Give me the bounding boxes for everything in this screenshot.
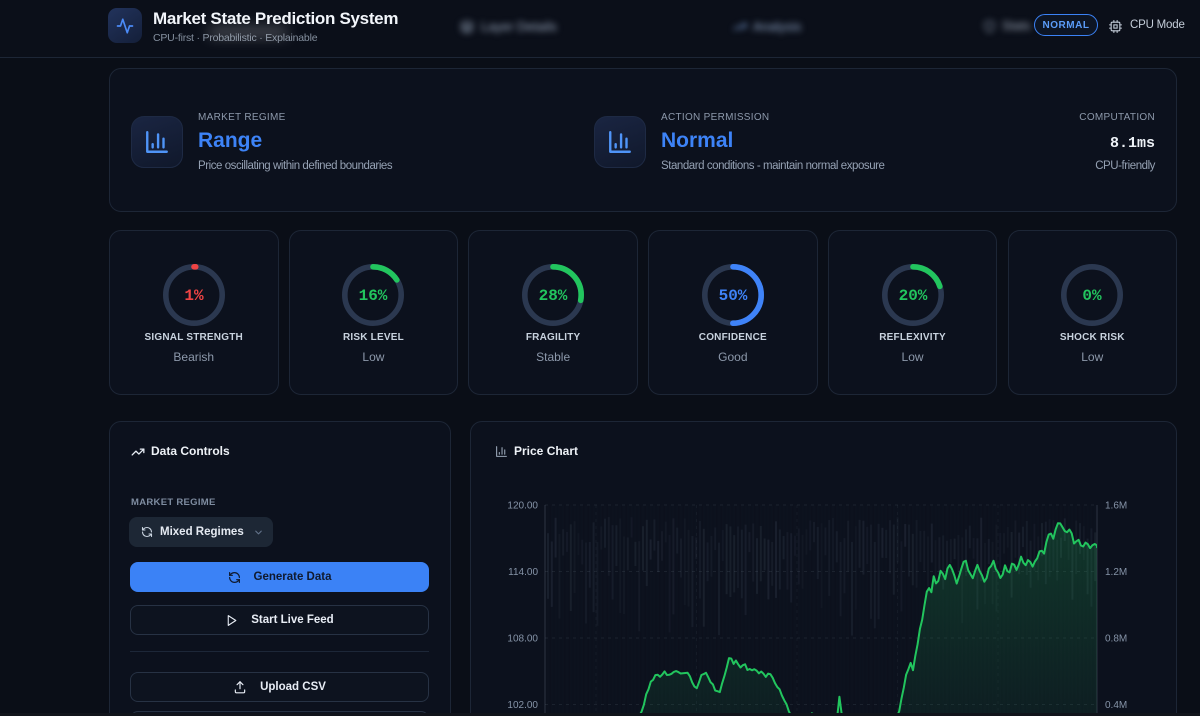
svg-text:114.00: 114.00 [508,567,538,578]
svg-text:0%: 0% [1083,287,1103,305]
svg-text:50%: 50% [718,287,747,305]
svg-text:1.6M: 1.6M [1105,501,1127,512]
svg-text:120.00: 120.00 [507,501,538,512]
svg-text:1.2M: 1.2M [1105,567,1127,578]
svg-text:20%: 20% [898,287,927,305]
svg-text:1%: 1% [184,287,204,305]
svg-text:0.8M: 0.8M [1105,634,1127,645]
svg-text:0.4M: 0.4M [1105,700,1127,711]
svg-text:102.00: 102.00 [507,700,538,711]
svg-text:16%: 16% [359,287,388,305]
svg-text:28%: 28% [539,287,568,305]
svg-text:108.00: 108.00 [507,634,538,645]
